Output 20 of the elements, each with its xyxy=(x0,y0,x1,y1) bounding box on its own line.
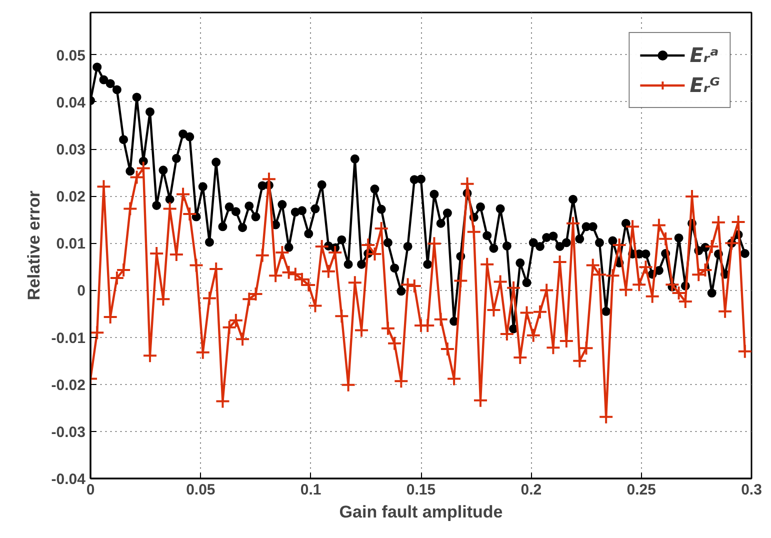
x-tick-label: 0.3 xyxy=(741,482,762,498)
y-tick-label: 0.04 xyxy=(56,94,86,112)
x-tick-label: 0.25 xyxy=(626,482,656,498)
x-axis-title: Gain fault amplitude xyxy=(339,502,503,522)
legend-label: Eᵣᵃ xyxy=(690,43,719,67)
y-axis-title: Relative error xyxy=(24,190,44,300)
y-tick-label: -0.03 xyxy=(51,424,86,441)
y-tick-label: 0 xyxy=(77,282,86,300)
y-tick-label: 0.05 xyxy=(56,47,86,64)
x-tick-label: 0.15 xyxy=(406,482,436,498)
legend-label: Eᵣᴳ xyxy=(690,73,720,97)
x-tick-label: 0.2 xyxy=(520,482,542,498)
y-tick-label: -0.01 xyxy=(51,330,86,347)
x-tick-label: 0.05 xyxy=(186,482,216,498)
y-tick-label: 0.03 xyxy=(56,142,86,159)
x-tick-label: 0.1 xyxy=(300,482,322,498)
y-tick-label: 0.01 xyxy=(56,236,86,253)
y-tick-label: -0.04 xyxy=(51,471,86,488)
y-tick-label: -0.02 xyxy=(51,376,86,394)
y-tick-label: 0.02 xyxy=(56,188,86,206)
